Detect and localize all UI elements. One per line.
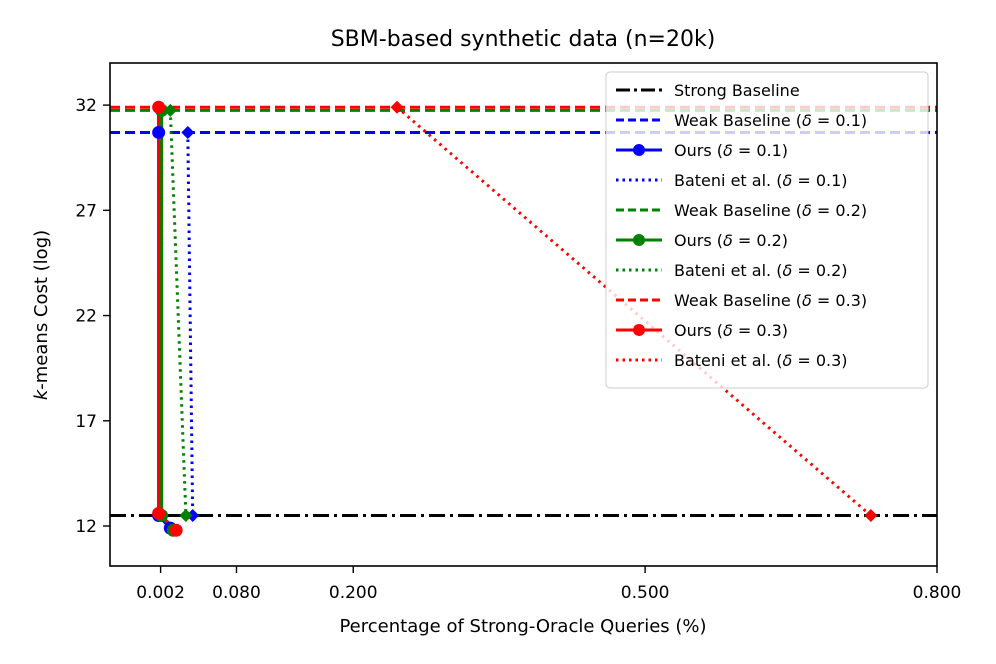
y-tick-label: 17: [75, 412, 97, 432]
legend-label: Strong Baseline: [674, 81, 800, 100]
bateni-et-al-delta-0-2-point: [179, 508, 193, 522]
y-tick-label: 12: [75, 517, 97, 537]
bateni-et-al-delta-0-2-point: [163, 103, 177, 117]
legend-item-bateni-et-al-delta-0-3: Bateni et al. (δ = 0.3): [616, 351, 848, 370]
ours-delta-0-3-point: [169, 523, 183, 537]
legend-item-weak-baseline-delta-0-1: Weak Baseline (δ = 0.1): [616, 111, 867, 130]
x-tick-label: 0.200: [329, 583, 378, 603]
ours-delta-0-3-point: [152, 100, 166, 114]
bateni-et-al-delta-0-1-line: [186, 132, 195, 516]
bateni-et-al-delta-0-1-point: [181, 125, 195, 139]
legend-item-ours-delta-0-2: Ours (δ = 0.2): [616, 231, 788, 250]
legend-label: Weak Baseline (δ = 0.3): [674, 291, 867, 310]
legend-item-weak-baseline-delta-0-3: Weak Baseline (δ = 0.3): [616, 291, 867, 310]
bateni-et-al-delta-0-1-point: [186, 508, 200, 522]
bateni-et-al-delta-0-3-point: [864, 508, 878, 522]
ours-delta-0-2-line: [160, 110, 175, 532]
legend-item-weak-baseline-delta-0-2: Weak Baseline (δ = 0.2): [616, 201, 867, 220]
series-markers: [152, 100, 878, 537]
legend-label: Bateni et al. (δ = 0.2): [674, 261, 848, 280]
bateni-et-al-delta-0-3-point: [390, 100, 404, 114]
legend-item-strong-baseline: Strong Baseline: [616, 81, 800, 100]
plot-frame: [109, 62, 938, 567]
y-axis-label-rest: -means Cost (log): [31, 230, 52, 390]
legend-label: Ours (δ = 0.3): [674, 321, 788, 340]
y-axis: 12 17 22 27 32: [75, 96, 110, 537]
legend-label: Weak Baseline (δ = 0.2): [674, 201, 867, 220]
y-axis-label-italic: k: [31, 388, 52, 400]
legend-item-ours-delta-0-3: Ours (δ = 0.3): [616, 321, 788, 340]
x-tick-label: 0.500: [621, 583, 670, 603]
legend-marker: [633, 324, 645, 336]
plot-area: [109, 62, 938, 567]
x-tick-label: 0.080: [212, 583, 261, 603]
ours-delta-0-1-point: [152, 125, 166, 139]
legend-label: Weak Baseline (δ = 0.1): [674, 111, 867, 130]
legend-item-bateni-et-al-delta-0-1: Bateni et al. (δ = 0.1): [616, 171, 848, 190]
legend-label: Bateni et al. (δ = 0.1): [674, 171, 848, 190]
chart-title: SBM-based synthetic data (n=20k): [331, 27, 716, 52]
legend-box: [605, 71, 929, 389]
legend-label: Bateni et al. (δ = 0.3): [674, 351, 848, 370]
y-tick-label: 32: [75, 96, 97, 116]
x-axis-label: Percentage of Strong-Oracle Queries (%): [339, 616, 706, 637]
legend-item-bateni-et-al-delta-0-2: Bateni et al. (δ = 0.2): [616, 261, 848, 280]
legend: Strong Baseline Weak Baseline (δ = 0.1) Ou…: [605, 71, 929, 389]
legend-label: Ours (δ = 0.1): [674, 141, 788, 160]
y-axis-label: k-means Cost (log): [31, 230, 52, 400]
legend-marker: [633, 144, 645, 156]
legend-marker: [633, 234, 645, 246]
legend-label: Ours (δ = 0.2): [674, 231, 788, 250]
bateni-et-al-delta-0-2-line: [168, 110, 188, 516]
legend-item-ours-delta-0-1: Ours (δ = 0.1): [616, 141, 788, 160]
ours-delta-0-3-point: [152, 506, 166, 520]
x-axis: 0.002 0.080 0.200 0.500 0.800: [136, 566, 961, 603]
y-tick-label: 27: [75, 201, 97, 221]
x-tick-label: 0.800: [913, 583, 962, 603]
y-tick-label: 22: [75, 307, 97, 327]
x-tick-label: 0.002: [136, 583, 185, 603]
